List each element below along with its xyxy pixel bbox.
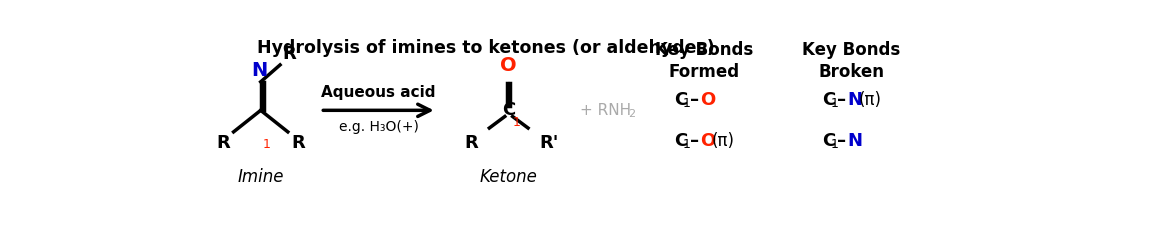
Text: 1: 1 [683,97,691,110]
Text: R: R [217,134,230,152]
Text: + RNH: + RNH [580,103,631,118]
Text: C: C [675,132,688,150]
Text: 1: 1 [513,116,521,130]
Text: (π): (π) [711,132,735,150]
Text: e.g. H₃O(+): e.g. H₃O(+) [339,119,418,134]
Text: Hydrolysis of imines to ketones (or aldehydes): Hydrolysis of imines to ketones (or alde… [257,40,715,57]
Text: –: – [837,132,847,150]
Text: 1: 1 [683,138,691,151]
Text: –: – [837,90,847,109]
Text: Imine: Imine [237,168,284,185]
Text: N: N [847,132,862,150]
Text: N: N [847,90,862,109]
Text: C: C [502,101,515,119]
Text: Ketone: Ketone [480,168,537,185]
Text: R': R' [538,134,558,152]
Text: (π): (π) [858,90,882,109]
Text: O: O [700,90,715,109]
Text: 1: 1 [830,138,839,151]
Text: Aqueous acid: Aqueous acid [321,84,436,100]
Text: –: – [690,90,700,109]
Text: R: R [465,134,479,152]
Text: 1: 1 [830,97,839,110]
Text: 2: 2 [628,109,635,119]
Text: N: N [251,61,267,80]
Text: R: R [283,45,297,62]
Text: 1: 1 [263,138,270,151]
Text: O: O [700,132,715,150]
Text: R: R [291,134,305,152]
Text: C: C [822,132,835,150]
Text: C: C [822,90,835,109]
Text: C: C [675,90,688,109]
Text: O: O [500,56,517,75]
Text: Key Bonds
Formed: Key Bonds Formed [655,41,753,81]
Text: Key Bonds
Broken: Key Bonds Broken [802,41,901,81]
Text: –: – [690,132,700,150]
